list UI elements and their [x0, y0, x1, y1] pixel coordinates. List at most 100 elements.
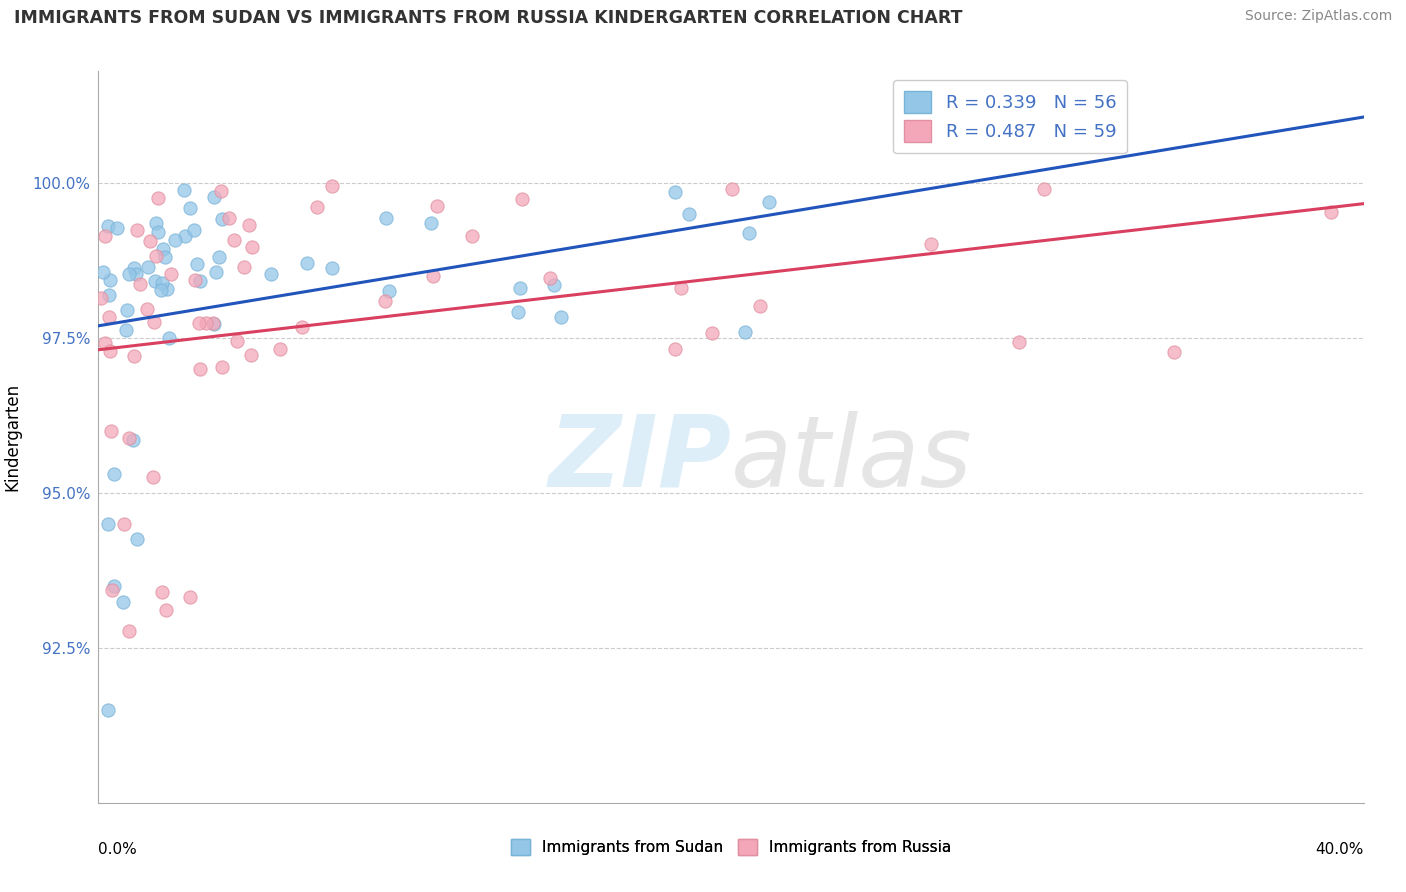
Point	[225, 334, 247, 348]
Point	[721, 182, 744, 196]
Point	[98, 288, 121, 302]
Text: atlas: atlas	[731, 410, 973, 508]
Point	[259, 267, 281, 281]
Point	[148, 225, 170, 239]
Point	[378, 285, 401, 299]
Point	[509, 280, 531, 294]
Point	[461, 229, 484, 244]
Point	[97, 516, 120, 531]
Point	[155, 250, 177, 264]
Point	[98, 343, 121, 358]
Point	[190, 362, 212, 376]
Point	[115, 302, 138, 317]
Point	[240, 348, 263, 362]
Point	[118, 267, 141, 281]
Point	[738, 227, 761, 241]
Point	[218, 211, 240, 225]
Point	[173, 229, 195, 244]
Point	[240, 240, 263, 254]
Point	[90, 291, 112, 305]
Point	[184, 273, 207, 287]
Point	[118, 624, 141, 638]
Point	[538, 270, 561, 285]
Point	[920, 237, 942, 252]
Point	[142, 470, 165, 484]
Point	[150, 283, 173, 297]
Point	[190, 273, 212, 287]
Point	[208, 250, 231, 264]
Point	[98, 310, 121, 325]
Point	[150, 585, 173, 599]
Point	[321, 178, 343, 193]
Point	[1163, 345, 1185, 359]
Point	[202, 190, 225, 204]
Point	[422, 269, 444, 284]
Point	[205, 265, 228, 279]
Point	[224, 233, 246, 247]
Point	[1032, 182, 1054, 196]
Point	[157, 331, 180, 345]
Point	[135, 301, 157, 316]
Point	[1008, 335, 1031, 350]
Point	[543, 277, 565, 292]
Point	[145, 250, 167, 264]
Point	[669, 280, 692, 294]
Point	[152, 242, 174, 256]
Legend: Immigrants from Sudan, Immigrants from Russia: Immigrants from Sudan, Immigrants from R…	[505, 833, 957, 861]
Point	[209, 184, 232, 198]
Text: ZIP: ZIP	[548, 410, 731, 508]
Point	[664, 186, 686, 200]
Point	[148, 191, 170, 205]
Point	[122, 434, 145, 448]
Point	[179, 591, 201, 605]
Point	[100, 424, 122, 438]
Point	[202, 317, 225, 331]
Point	[202, 316, 225, 330]
Point	[98, 273, 121, 287]
Point	[734, 325, 756, 339]
Point	[269, 342, 291, 356]
Point	[156, 282, 179, 296]
Point	[305, 200, 328, 214]
Point	[321, 261, 343, 276]
Point	[291, 319, 314, 334]
Point	[664, 342, 686, 356]
Point	[122, 349, 145, 363]
Point	[105, 221, 128, 235]
Text: IMMIGRANTS FROM SUDAN VS IMMIGRANTS FROM RUSSIA KINDERGARTEN CORRELATION CHART: IMMIGRANTS FROM SUDAN VS IMMIGRANTS FROM…	[14, 9, 963, 27]
Point	[195, 317, 218, 331]
Point	[173, 183, 195, 197]
Point	[117, 431, 139, 445]
Point	[139, 235, 162, 249]
Point	[127, 223, 149, 237]
Point	[186, 257, 208, 271]
Point	[94, 336, 117, 351]
Point	[506, 305, 529, 319]
Point	[425, 199, 447, 213]
Point	[111, 595, 134, 609]
Point	[143, 274, 166, 288]
Y-axis label: Kindergarten: Kindergarten	[3, 383, 21, 491]
Point	[97, 219, 120, 234]
Point	[114, 323, 136, 337]
Point	[420, 216, 443, 230]
Point	[232, 260, 254, 274]
Point	[143, 315, 166, 329]
Point	[187, 316, 209, 330]
Point	[155, 603, 177, 617]
Point	[125, 533, 148, 547]
Text: 40.0%: 40.0%	[1316, 842, 1364, 856]
Point	[145, 216, 167, 230]
Point	[700, 326, 723, 340]
Point	[103, 579, 125, 593]
Point	[1320, 204, 1343, 219]
Point	[136, 260, 159, 274]
Point	[129, 277, 152, 291]
Point	[375, 211, 398, 225]
Point	[103, 467, 125, 481]
Point	[91, 265, 114, 279]
Point	[122, 260, 145, 275]
Text: 0.0%: 0.0%	[98, 842, 138, 856]
Point	[160, 267, 183, 281]
Point	[94, 229, 117, 244]
